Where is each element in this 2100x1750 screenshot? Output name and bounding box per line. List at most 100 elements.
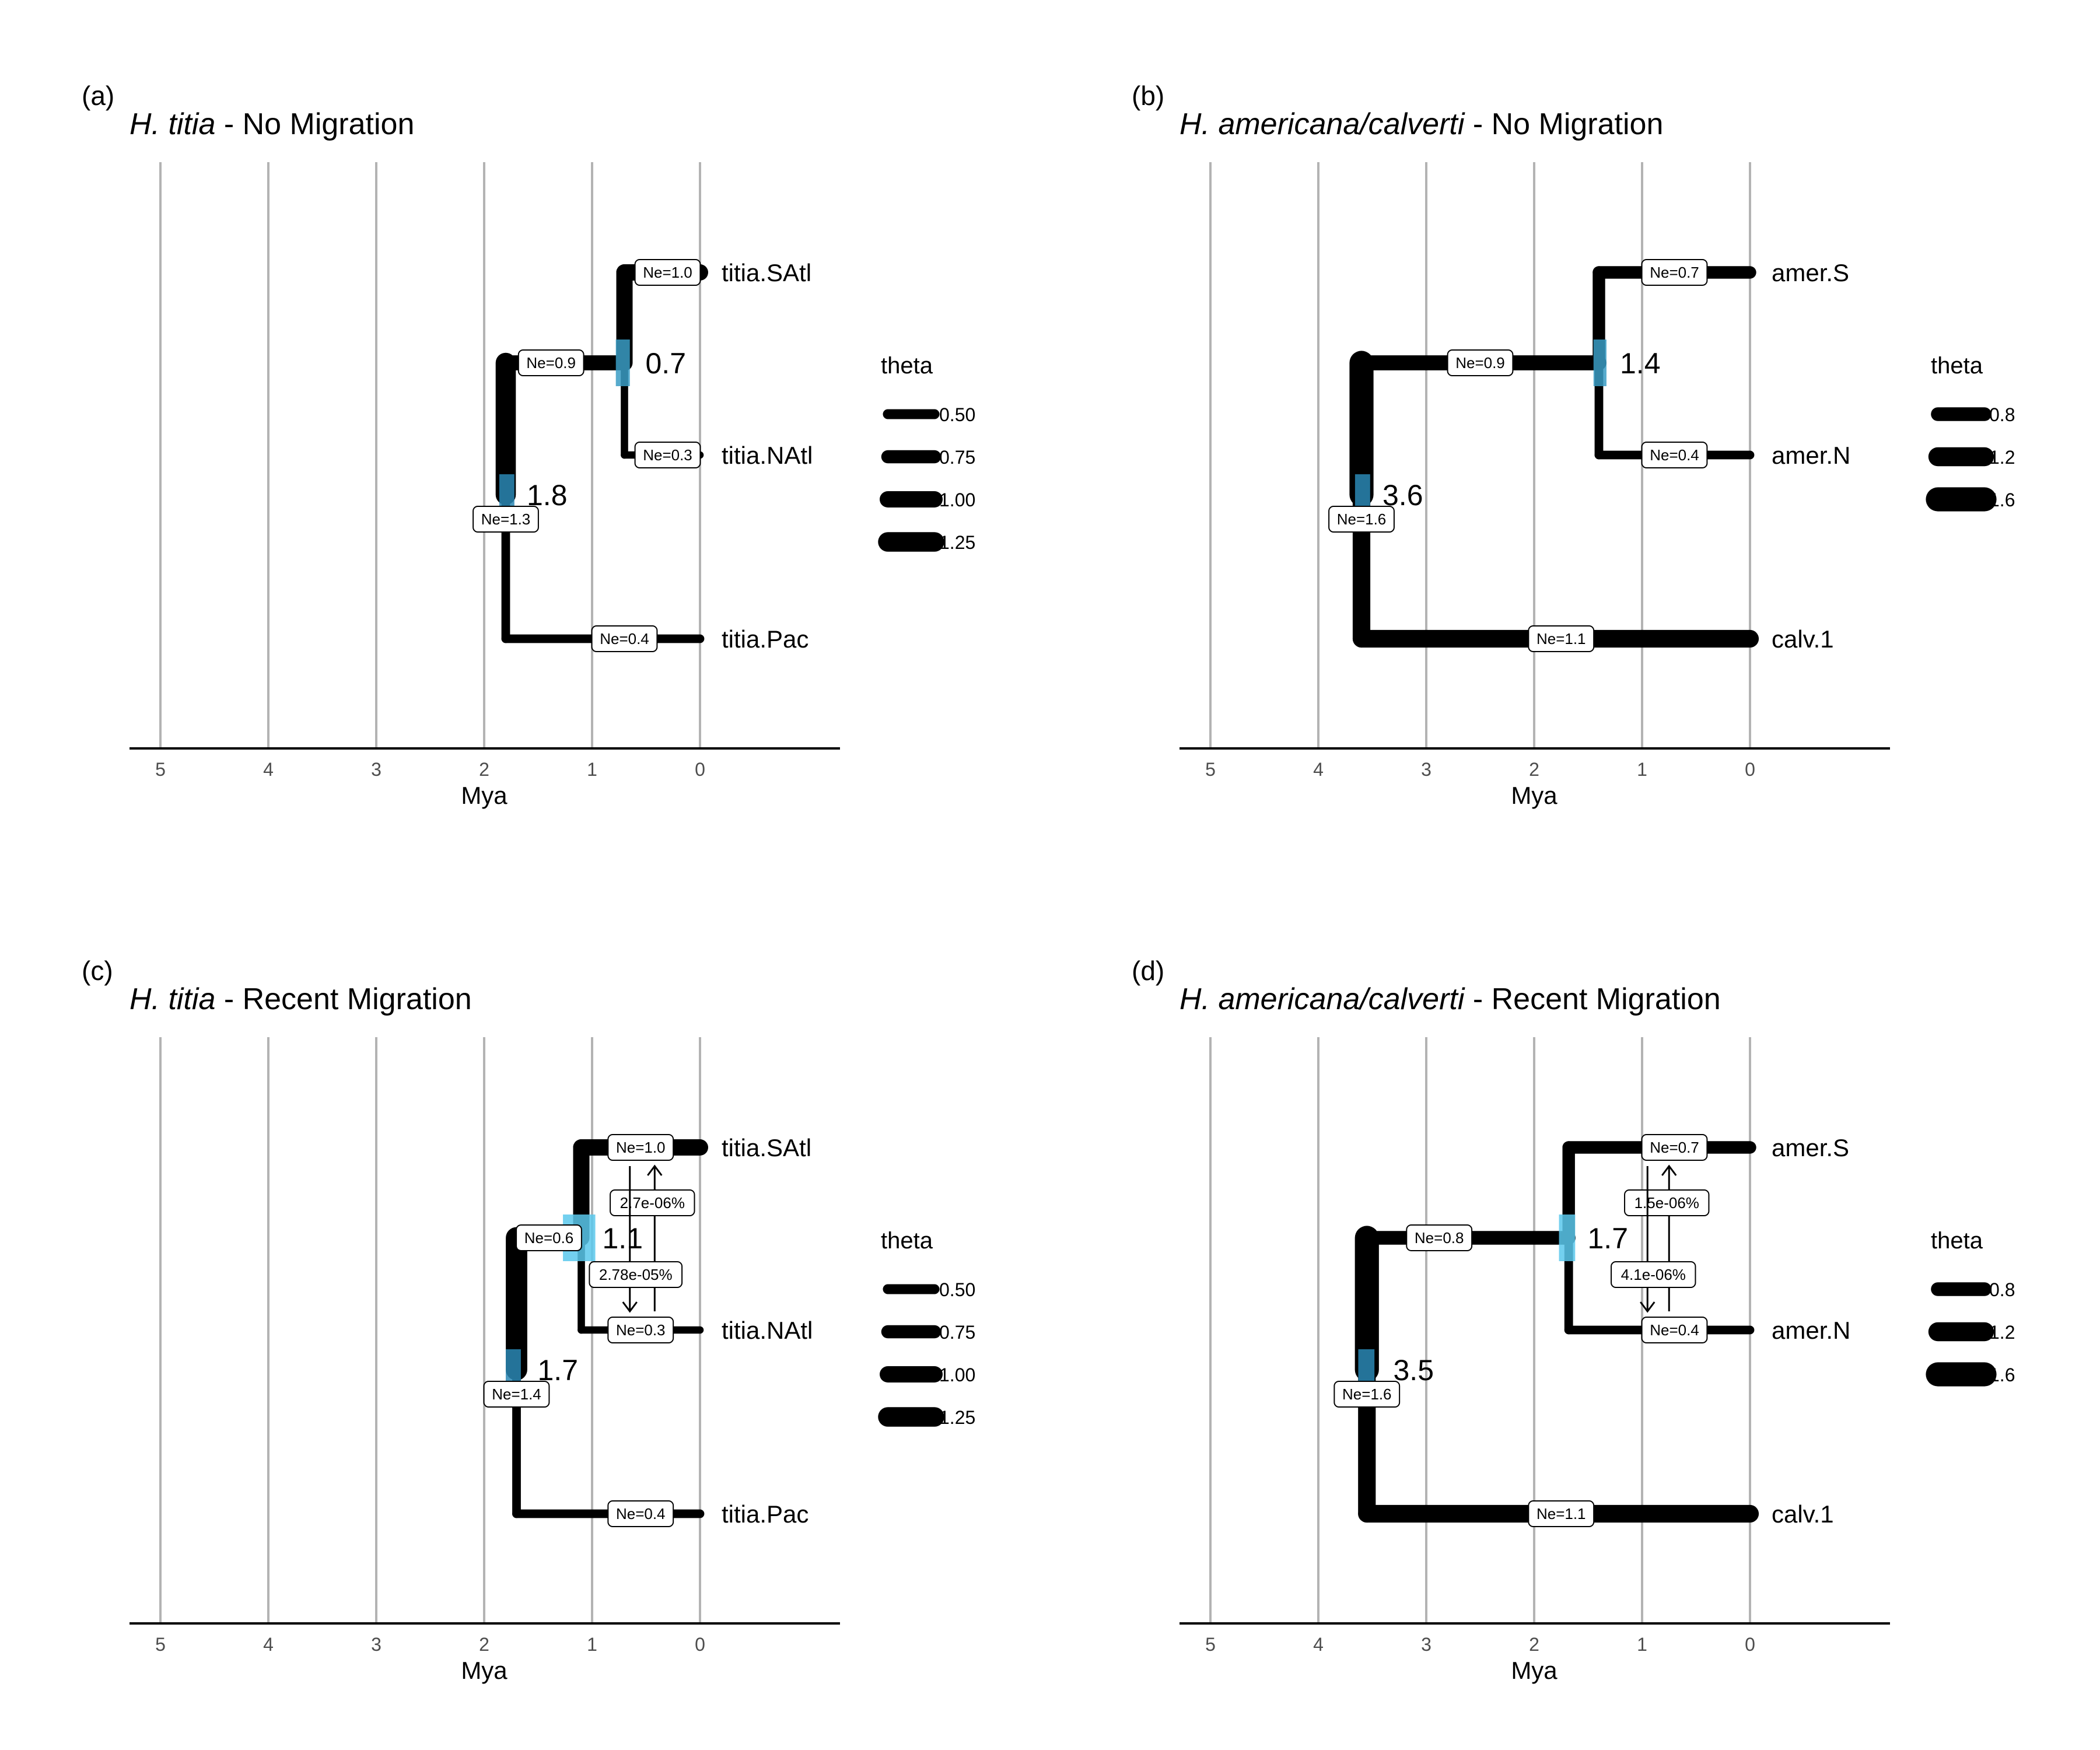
x-tick-label: 5: [155, 1634, 166, 1655]
x-tick-label: 0: [695, 759, 705, 780]
node-age-label: 0.7: [646, 347, 687, 380]
x-axis-label: Mya: [1511, 1657, 1558, 1684]
ne-label: Ne=0.9: [517, 349, 584, 376]
panel-letter: (a): [82, 80, 114, 111]
x-tick-label: 4: [1313, 759, 1324, 780]
migration-rate-label: 2.78e-05%: [589, 1261, 683, 1288]
ne-label: Ne=0.3: [634, 442, 701, 468]
x-tick-label: 3: [371, 1634, 382, 1655]
legend-label: 1.6: [1989, 489, 2015, 510]
tree-chart: (a) H. titia - No Migration 5 4 3 2 1 0 Mya 0.7 1.…: [82, 80, 975, 809]
panel-a: (a) H. titia - No Migration 5 4 3 2 1 0 Mya 0.7 1.…: [0, 0, 1050, 875]
legend-label: 1.2: [1989, 447, 2015, 468]
migration-rate-label: 1.5e-06%: [1624, 1189, 1710, 1216]
ne-label: Ne=0.6: [516, 1224, 582, 1251]
svg-text:Ne=0.7: Ne=0.7: [1650, 264, 1699, 281]
tip-label: calv.1: [1772, 1500, 1834, 1528]
x-tick-label: 4: [263, 759, 274, 780]
chart-title: H. americana/calverti - No Migration: [1180, 107, 1663, 141]
x-tick-label: 2: [479, 1634, 489, 1655]
legend-label: 1.00: [939, 489, 975, 510]
ne-label: Ne=1.3: [473, 506, 539, 533]
tip-label: titia.SAtl: [722, 1134, 811, 1161]
tip-label: titia.Pac: [722, 1500, 808, 1528]
x-tick-label: 5: [1205, 1634, 1216, 1655]
svg-text:1.5e-06%: 1.5e-06%: [1634, 1194, 1699, 1212]
x-tick-label: 4: [263, 1634, 274, 1655]
panel-letter: (d): [1132, 956, 1164, 986]
migration-arrow-up: [647, 1164, 663, 1311]
panel-letter: (c): [82, 956, 113, 986]
svg-text:Ne=1.0: Ne=1.0: [643, 264, 692, 281]
chart-title: H. titia - Recent Migration: [130, 982, 472, 1016]
tip-label: amer.N: [1772, 1317, 1850, 1344]
legend-title: theta: [881, 353, 933, 379]
legend-label: 0.75: [939, 1322, 975, 1343]
ne-label: Ne=1.0: [634, 259, 701, 286]
x-tick-label: 5: [1205, 759, 1216, 780]
svg-text:Ne=1.0: Ne=1.0: [616, 1139, 666, 1156]
ne-label: Ne=0.4: [591, 625, 658, 652]
ne-label: Ne=1.1: [1528, 1500, 1595, 1527]
chart-title: H. americana/calverti - Recent Migration: [1180, 982, 1721, 1016]
legend: theta 0.50 0.75 1.00 1.25: [878, 1228, 975, 1428]
svg-text:Ne=0.9: Ne=0.9: [526, 354, 576, 372]
legend-label: 1.00: [939, 1364, 975, 1385]
ne-label: Ne=0.7: [1641, 259, 1708, 286]
migration-arrow-up: [1661, 1164, 1677, 1311]
x-axis-label: Mya: [461, 782, 508, 809]
svg-text:Ne=1.1: Ne=1.1: [1536, 1505, 1586, 1522]
svg-text:Ne=0.4: Ne=0.4: [616, 1505, 666, 1522]
svg-text:Ne=1.4: Ne=1.4: [492, 1385, 541, 1403]
legend: theta 0.8 1.2 1.6: [1926, 1228, 2015, 1387]
x-tick-label: 3: [371, 759, 382, 780]
svg-text:Ne=1.3: Ne=1.3: [481, 510, 531, 528]
panel-b: (b) H. americana/calverti - No Migration 5…: [1050, 0, 2100, 875]
x-tick-label: 1: [587, 759, 597, 780]
ne-label: Ne=1.4: [483, 1381, 550, 1408]
node-hpd-bar: [1559, 1214, 1576, 1261]
x-tick-label: 3: [1421, 1634, 1432, 1655]
legend-label: 0.50: [939, 404, 975, 425]
chart-title: H. titia - No Migration: [130, 107, 414, 141]
legend-title: theta: [881, 1228, 933, 1254]
x-tick-label: 2: [1529, 1634, 1539, 1655]
panel-c: (c) H. titia - Recent Migration 5 4 3 2 1 0 Mya 1…: [0, 875, 1050, 1750]
panel-letter: (b): [1132, 80, 1164, 111]
svg-text:Ne=0.9: Ne=0.9: [1455, 354, 1505, 372]
legend-label: 1.25: [939, 1407, 975, 1428]
x-axis-label: Mya: [461, 1657, 508, 1684]
x-tick-label: 0: [1745, 759, 1755, 780]
x-tick-label: 2: [479, 759, 489, 780]
x-tick-label: 0: [695, 1634, 705, 1655]
tip-label: titia.SAtl: [722, 259, 811, 286]
legend: theta 0.50 0.75 1.00 1.25: [878, 353, 975, 553]
tip-label: calv.1: [1772, 625, 1834, 653]
legend-label: 1.25: [939, 532, 975, 553]
ne-label: Ne=0.4: [1641, 442, 1708, 468]
ne-label: Ne=0.8: [1406, 1224, 1473, 1251]
legend-title: theta: [1931, 353, 1983, 379]
legend-label: 0.75: [939, 447, 975, 468]
node-age-label: 3.5: [1394, 1354, 1434, 1387]
node-hpd-bar: [615, 340, 630, 386]
svg-text:Ne=0.4: Ne=0.4: [600, 630, 649, 648]
ne-label: Ne=0.4: [607, 1500, 674, 1527]
svg-text:Ne=0.3: Ne=0.3: [643, 446, 692, 464]
svg-text:Ne=1.6: Ne=1.6: [1337, 510, 1387, 528]
panel-d: (d) H. americana/calverti - Recent Migrat…: [1050, 875, 2100, 1750]
svg-text:Ne=0.7: Ne=0.7: [1650, 1139, 1699, 1156]
ne-label: Ne=1.6: [1334, 1381, 1401, 1408]
svg-text:Ne=1.6: Ne=1.6: [1342, 1385, 1392, 1403]
node-age-label: 1.4: [1620, 347, 1661, 380]
tip-label: titia.NAtl: [722, 442, 813, 469]
ne-label: Ne=0.7: [1641, 1134, 1708, 1161]
legend-label: 1.2: [1989, 1322, 2015, 1343]
node-hpd-bar: [1593, 340, 1606, 386]
svg-text:Ne=0.4: Ne=0.4: [1650, 446, 1699, 464]
legend-title: theta: [1931, 1228, 1983, 1254]
ne-label: Ne=1.1: [1528, 625, 1595, 652]
x-tick-label: 5: [155, 759, 166, 780]
ne-label: Ne=1.0: [607, 1134, 674, 1161]
